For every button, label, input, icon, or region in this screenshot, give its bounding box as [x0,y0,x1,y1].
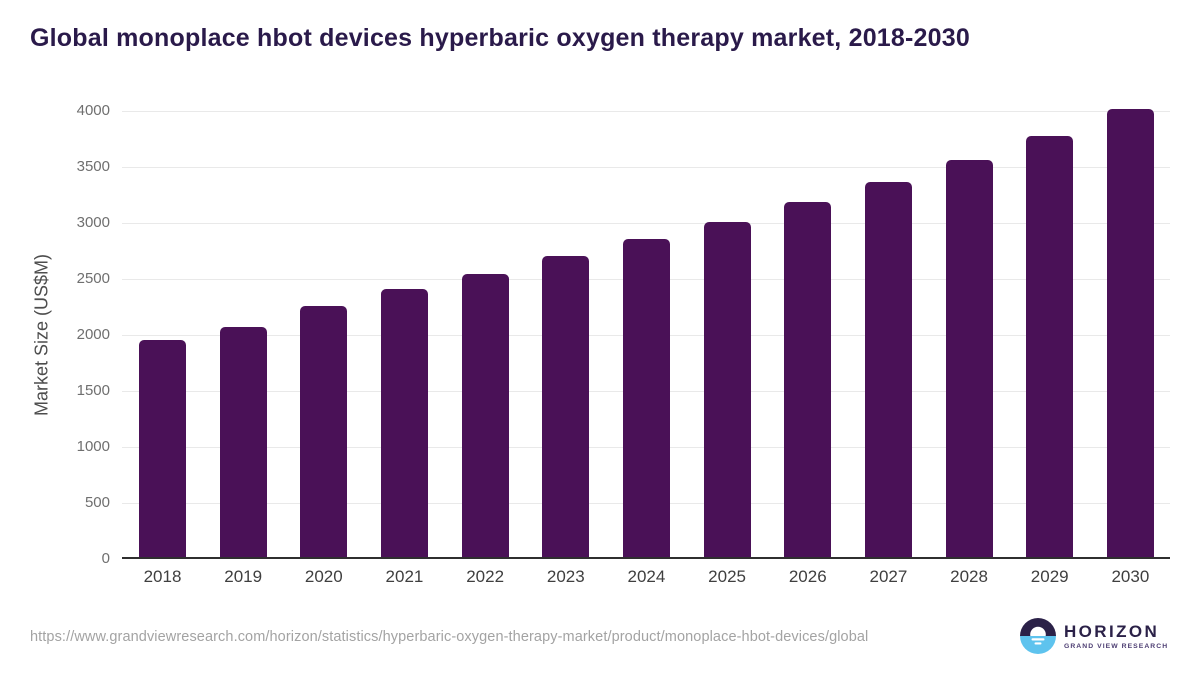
bar-2025 [703,222,751,557]
y-axis-tick-labels: 0 500 1000 1500 2000 2500 3000 3500 4000 [0,102,110,567]
x-tick-slot-2027: 2027 [865,567,912,587]
x-tick-slot-2022: 2022 [462,567,509,587]
gridline-3500 [122,167,1170,168]
x-tick-slot-2019: 2019 [220,567,267,587]
y-tick-label-3500: 3500 [76,158,110,175]
x-tick-label-2022: 2022 [466,567,505,586]
bar-2020 [300,306,348,557]
bar-2022 [461,274,509,557]
horizon-sun-over-water-icon [1020,618,1056,654]
x-tick-label-2026: 2026 [788,567,827,586]
x-tick-slot-2030: 2030 [1107,567,1154,587]
x-tick-label-2021: 2021 [385,567,424,586]
logo-subtitle: GRAND VIEW RESEARCH [1064,643,1169,650]
y-tick-label-1500: 1500 [76,382,110,399]
x-tick-slot-2020: 2020 [300,567,347,587]
x-tick-label-2025: 2025 [708,567,746,586]
x-tick-label-2029: 2029 [1030,567,1069,586]
x-axis-tick-labels: 2018 2019 2020 2021 2022 2023 2024 2025 2026 2027… [139,567,1154,587]
x-tick-slot-2028: 2028 [946,567,993,587]
x-tick-label-2023: 2023 [546,567,585,586]
bar-2027 [864,182,912,557]
gridline-4000 [122,111,1170,112]
y-tick-label-3000: 3000 [76,214,110,231]
bar-2019 [219,327,267,557]
logo-text-block: HORIZON GRAND VIEW RESEARCH [1064,621,1168,651]
bar-2021 [380,289,428,557]
x-tick-slot-2026: 2026 [784,567,831,587]
bar-2030 [1106,109,1154,557]
y-tick-label-4000: 4000 [76,102,110,119]
x-tick-label-2030: 2030 [1111,567,1150,586]
bar-series [139,109,1154,557]
x-tick-label-2028: 2028 [950,567,988,586]
bar-2024 [622,239,670,557]
horizon-logo: HORIZON GRAND VIEW RESEARCH [1020,618,1168,654]
bar-2029 [1026,136,1074,557]
chart-title: Global monoplace hbot devices hyperbaric… [30,24,970,52]
y-tick-label-500: 500 [84,494,110,511]
x-tick-slot-2023: 2023 [542,567,589,587]
y-tick-label-2500: 2500 [76,270,110,287]
x-tick-label-2027: 2027 [869,567,908,586]
x-tick-slot-2021: 2021 [381,567,428,587]
bar-2023 [542,256,590,557]
x-tick-label-2020: 2020 [304,567,343,586]
bar-2018 [139,340,186,557]
bar-2028 [945,160,993,557]
bar-2026 [784,202,832,557]
x-tick-slot-2029: 2029 [1026,567,1073,587]
x-tick-label-2018: 2018 [143,567,182,586]
y-tick-label-1000: 1000 [76,438,110,455]
y-tick-label-0: 0 [101,550,110,567]
x-tick-slot-2024: 2024 [623,567,670,587]
source-url: https://www.grandviewresearch.com/horizo… [30,629,869,645]
gridline-3000 [122,223,1170,224]
x-tick-slot-2025: 2025 [704,567,751,587]
logo-title: HORIZON [1064,622,1160,641]
x-tick-slot-2018: 2018 [139,567,186,587]
x-tick-label-2024: 2024 [627,567,666,586]
y-tick-label-2000: 2000 [76,326,110,343]
plot-area [122,109,1170,559]
x-tick-label-2019: 2019 [224,567,263,586]
